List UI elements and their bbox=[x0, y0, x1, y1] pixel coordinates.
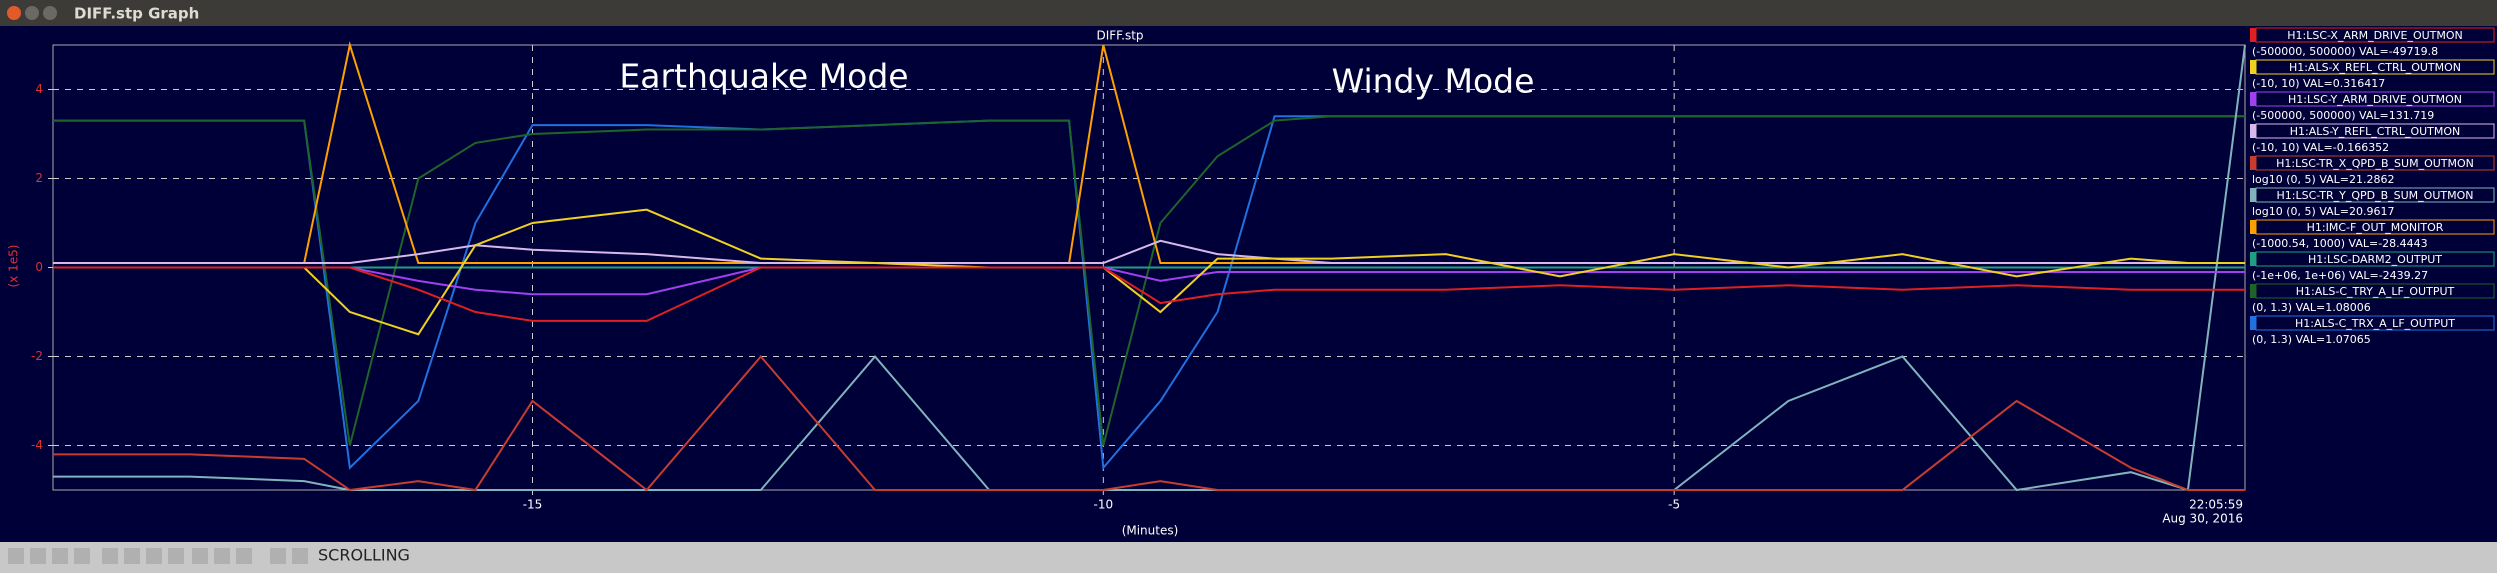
x-axis-label: (Minutes) bbox=[1122, 524, 1179, 538]
trace bbox=[53, 354, 2245, 492]
legend-name-box bbox=[2255, 187, 2495, 203]
x-tick-label: -10 bbox=[1094, 498, 1114, 512]
legend-range: (-10, 10) VAL=0.316417 bbox=[2252, 77, 2385, 90]
legend-swatch bbox=[2250, 220, 2256, 234]
tool-button[interactable] bbox=[168, 548, 184, 564]
tool-button[interactable] bbox=[8, 548, 24, 564]
legend-range: (-1e+06, 1e+06) VAL=-2439.27 bbox=[2252, 269, 2428, 282]
tool-button[interactable] bbox=[102, 548, 118, 564]
legend-name-box bbox=[2255, 315, 2495, 331]
close-button[interactable] bbox=[7, 6, 21, 20]
legend-name-box bbox=[2255, 251, 2495, 267]
legend-range: log10 (0, 5) VAL=20.9617 bbox=[2252, 205, 2395, 218]
legend-name-box bbox=[2255, 27, 2495, 43]
legend-range: (-1000.54, 1000) VAL=-28.4443 bbox=[2252, 237, 2428, 250]
y-tick-label: 0 bbox=[35, 260, 43, 274]
annotation: Windy Mode bbox=[1332, 62, 1535, 101]
plot-title: DIFF.stp bbox=[1096, 29, 1143, 43]
legend-name: H1:ALS-C_TRX_A_LF_OUTPUT bbox=[2295, 317, 2455, 330]
legend-name-box bbox=[2255, 283, 2495, 299]
date-label: Aug 30, 2016 bbox=[2162, 512, 2243, 526]
legend-swatch bbox=[2250, 60, 2256, 74]
legend-range: (-500000, 500000) VAL=131.719 bbox=[2252, 109, 2434, 122]
tool-button[interactable] bbox=[236, 548, 252, 564]
legend-name: H1:LSC-X_ARM_DRIVE_OUTMON bbox=[2287, 29, 2463, 42]
legend-name-box bbox=[2255, 59, 2495, 75]
trace bbox=[53, 266, 2245, 322]
legend-name: H1:ALS-Y_REFL_CTRL_OUTMON bbox=[2290, 125, 2461, 138]
tool-button[interactable] bbox=[270, 548, 286, 564]
tool-button[interactable] bbox=[30, 548, 46, 564]
legend-name: H1:IMC-F_OUT_MONITOR bbox=[2307, 221, 2444, 234]
legend-name-box bbox=[2255, 219, 2495, 235]
tool-button[interactable] bbox=[74, 548, 90, 564]
tool-button[interactable] bbox=[124, 548, 140, 564]
legend-name: H1:ALS-C_TRY_A_LF_OUTPUT bbox=[2296, 285, 2455, 298]
minimize-button[interactable] bbox=[25, 6, 39, 20]
legend-range: (-500000, 500000) VAL=-49719.8 bbox=[2252, 45, 2438, 58]
legend-range: (-10, 10) VAL=-0.166352 bbox=[2252, 141, 2389, 154]
legend-range: (0, 1.3) VAL=1.08006 bbox=[2252, 301, 2371, 314]
legend-swatch bbox=[2250, 188, 2256, 202]
maximize-button[interactable] bbox=[43, 6, 57, 20]
tool-button[interactable] bbox=[52, 548, 68, 564]
plot-background bbox=[0, 26, 2497, 542]
legend-swatch bbox=[2250, 284, 2256, 298]
trace bbox=[53, 239, 2245, 265]
legend-name: H1:LSC-TR_Y_QPD_B_SUM_OUTMON bbox=[2277, 189, 2474, 202]
legend-name-box bbox=[2255, 91, 2495, 107]
trace bbox=[53, 208, 2245, 336]
legend: H1:LSC-X_ARM_DRIVE_OUTMON (-500000, 50000… bbox=[2250, 27, 2495, 346]
tool-button[interactable] bbox=[146, 548, 162, 564]
y-tick-label: 2 bbox=[35, 171, 43, 185]
legend-range: log10 (0, 5) VAL=21.2862 bbox=[2252, 173, 2395, 186]
title-bar bbox=[0, 0, 2497, 26]
legend-swatch bbox=[2250, 316, 2256, 330]
toolbar-icons bbox=[8, 548, 308, 564]
trace bbox=[53, 266, 2245, 296]
tool-button[interactable] bbox=[192, 548, 208, 564]
legend-name-box bbox=[2255, 123, 2495, 139]
toolbar bbox=[0, 542, 2497, 569]
x-tick-label: -5 bbox=[1668, 498, 1680, 512]
y-tick-label: -2 bbox=[31, 349, 43, 363]
legend-swatch bbox=[2250, 156, 2256, 170]
trace bbox=[53, 44, 2246, 492]
trace bbox=[53, 115, 2245, 446]
status-text: SCROLLING bbox=[318, 546, 410, 565]
legend-swatch bbox=[2250, 252, 2256, 266]
tool-button[interactable] bbox=[214, 548, 230, 564]
y-tick-label: 4 bbox=[35, 82, 43, 96]
tool-button[interactable] bbox=[292, 548, 308, 564]
legend-swatch bbox=[2250, 28, 2256, 42]
y-axis-label: (x 1e5) bbox=[7, 245, 21, 288]
legend-name: H1:ALS-X_REFL_CTRL_OUTMON bbox=[2289, 61, 2461, 74]
legend-swatch bbox=[2250, 124, 2256, 138]
legend-name-box bbox=[2255, 155, 2495, 171]
window-title: DIFF.stp Graph bbox=[74, 5, 199, 23]
legend-swatch bbox=[2250, 92, 2256, 106]
y-tick-label: -4 bbox=[31, 438, 43, 452]
legend-name: H1:LSC-DARM2_OUTPUT bbox=[2308, 253, 2442, 266]
plot-area: 4 2 0 -2 -4 -15 -10 -5 bbox=[31, 41, 2246, 512]
time-label: 22:05:59 bbox=[2189, 498, 2243, 512]
legend-range: (0, 1.3) VAL=1.07065 bbox=[2252, 333, 2371, 346]
legend-name: H1:LSC-TR_X_QPD_B_SUM_OUTMON bbox=[2276, 157, 2474, 170]
legend-name: H1:LSC-Y_ARM_DRIVE_OUTMON bbox=[2288, 93, 2462, 106]
x-tick-label: -15 bbox=[523, 498, 543, 512]
